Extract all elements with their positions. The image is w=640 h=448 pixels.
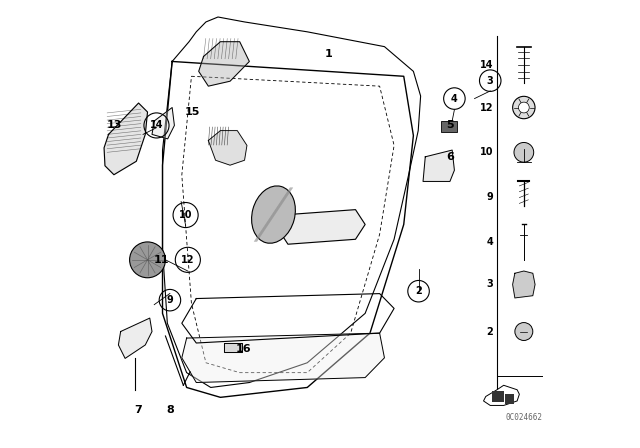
Polygon shape [278, 210, 365, 244]
Polygon shape [513, 271, 535, 298]
Text: 6: 6 [446, 152, 454, 162]
Text: 1: 1 [325, 49, 333, 59]
Polygon shape [198, 42, 250, 86]
Polygon shape [104, 103, 148, 175]
Text: 16: 16 [236, 345, 252, 354]
Circle shape [515, 323, 533, 340]
Polygon shape [182, 333, 385, 383]
Text: 3: 3 [486, 280, 493, 289]
Bar [441, 121, 457, 132]
Circle shape [514, 142, 534, 162]
Polygon shape [118, 318, 152, 358]
Text: 2: 2 [486, 327, 493, 336]
Text: 14: 14 [480, 60, 493, 70]
Text: 13: 13 [106, 121, 122, 130]
Circle shape [513, 96, 535, 119]
Ellipse shape [252, 186, 296, 243]
Polygon shape [423, 150, 454, 181]
Text: 4: 4 [486, 237, 493, 247]
Text: 12: 12 [181, 255, 195, 265]
Text: 9: 9 [166, 295, 173, 305]
Circle shape [130, 242, 165, 278]
Text: 7: 7 [134, 405, 143, 415]
Text: 10: 10 [179, 210, 193, 220]
Text: 9: 9 [486, 192, 493, 202]
Polygon shape [152, 108, 174, 139]
Text: 14: 14 [150, 121, 163, 130]
Text: 4: 4 [451, 94, 458, 103]
Bar [493, 391, 504, 402]
Text: 11: 11 [153, 255, 169, 265]
Polygon shape [484, 385, 520, 405]
Text: 10: 10 [480, 147, 493, 157]
Text: 0C024662: 0C024662 [506, 413, 542, 422]
Text: 5: 5 [446, 121, 454, 130]
Text: 15: 15 [184, 107, 200, 117]
Polygon shape [224, 343, 242, 352]
Text: 8: 8 [166, 405, 174, 415]
Bar [504, 394, 515, 404]
Text: 2: 2 [415, 286, 422, 296]
Text: 3: 3 [487, 76, 493, 86]
Text: 12: 12 [480, 103, 493, 112]
Circle shape [518, 102, 529, 113]
Polygon shape [209, 131, 247, 165]
